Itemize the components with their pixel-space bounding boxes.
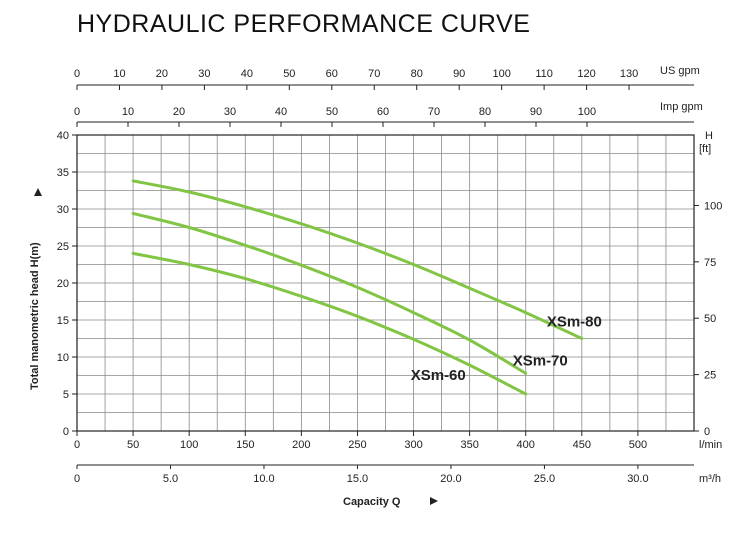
curves: [131, 179, 584, 396]
us-gpm-tick-label: 120: [577, 68, 595, 80]
y-tick-label: 0: [63, 426, 69, 438]
imp-gpm-tick-label: 30: [224, 106, 236, 118]
curve-xsm-60: [131, 251, 528, 396]
y-axis-right-ft: 0 25 50 75 100 H[ft]: [694, 130, 722, 438]
us-gpm-tick-label: 90: [453, 68, 465, 80]
m3h-tick-label: 10.0: [253, 473, 274, 485]
curve-xsm-70: [131, 211, 528, 375]
us-gpm-tick-label: 0: [74, 68, 80, 80]
y-tick-label: 25: [57, 241, 69, 253]
x-axis-m3h: 0 5.0 10.0 15.0 20.0 25.0 30.0 m³/h: [74, 464, 721, 485]
us-gpm-tick-label: 20: [156, 68, 168, 80]
us-gpm-tick-label: 30: [198, 68, 210, 80]
x-tick-label: 250: [348, 439, 366, 451]
imp-gpm-tick-label: 50: [326, 106, 338, 118]
series-label-xsm-60: XSm-60: [411, 367, 466, 384]
imp-gpm-tick-label: 100: [578, 106, 596, 118]
us-gpm-tick-label: 80: [411, 68, 423, 80]
m3h-unit-label: m³/h: [699, 473, 721, 485]
x-tick-label: 100: [180, 439, 198, 451]
y-tick-label: 35: [57, 167, 69, 179]
ft-tick-label: 50: [704, 313, 716, 325]
imp-gpm-tick-label: 80: [479, 106, 491, 118]
imp-gpm-tick-label: 0: [74, 106, 80, 118]
y-tick-label: 5: [63, 389, 69, 401]
y-tick-label: 30: [57, 204, 69, 216]
imp-gpm-tick-label: 60: [377, 106, 389, 118]
series-label-xsm-70: XSm-70: [513, 352, 568, 369]
us-gpm-tick-label: 50: [283, 68, 295, 80]
imp-gpm-tick-label: 10: [122, 106, 134, 118]
x-tick-label: 350: [460, 439, 478, 451]
y-axis-arrow-icon: [34, 188, 42, 196]
y-tick-label: 20: [57, 278, 69, 290]
grid: [77, 135, 694, 431]
x-tick-label: 400: [517, 439, 535, 451]
y-axis-title: Total manometric head H(m): [29, 242, 41, 390]
x-tick-label: 50: [127, 439, 139, 451]
imp-gpm-tick-label: 70: [428, 106, 440, 118]
m3h-tick-label: 5.0: [163, 473, 178, 485]
x-tick-label: 200: [292, 439, 310, 451]
x-axis-lmin: 0 50 100 150 200 250 300 350 400 450 500 l/min: [74, 431, 722, 451]
ft-tick-label: 100: [704, 200, 722, 212]
curve-xsm-80: [131, 179, 584, 340]
imp-gpm-unit-label: Imp gpm: [660, 101, 703, 113]
m3h-tick-label: 20.0: [440, 473, 461, 485]
x-axis-imp-gpm: 0 10 20 30 40 50 60 70 80 90 100 Imp gpm: [74, 101, 703, 127]
m3h-tick-label: 30.0: [627, 473, 648, 485]
us-gpm-tick-label: 110: [535, 68, 553, 80]
x-unit-label: l/min: [699, 439, 722, 451]
x-tick-label: 500: [629, 439, 647, 451]
y-tick-label: 10: [57, 352, 69, 364]
us-gpm-tick-label: 70: [368, 68, 380, 80]
us-gpm-tick-label: 100: [492, 68, 510, 80]
ft-tick-label: 0: [704, 426, 710, 438]
x-axis-title: Capacity Q: [343, 496, 401, 508]
x-axis-arrow-icon: [430, 497, 438, 505]
y-tick-label: 15: [57, 315, 69, 327]
us-gpm-unit-label: US gpm: [660, 65, 700, 77]
imp-gpm-tick-label: 20: [173, 106, 185, 118]
ft-unit-h: H: [705, 130, 713, 142]
us-gpm-tick-label: 10: [113, 68, 125, 80]
y-tick-label: 40: [57, 130, 69, 142]
m3h-tick-label: 25.0: [534, 473, 555, 485]
x-axis-us-gpm: 0 10 20 30 40 50 60 70 80 90 100 110 120 130 US gpm: [74, 65, 700, 90]
series-labels: XSm-80 XSm-70 XSm-60: [411, 314, 602, 385]
ft-tick-label: 75: [704, 257, 716, 269]
series-label-xsm-80: XSm-80: [547, 314, 602, 331]
m3h-tick-label: 15.0: [347, 473, 368, 485]
ft-tick-label: 25: [704, 370, 716, 382]
chart-title: HYDRAULIC PERFORMANCE CURVE: [77, 10, 530, 38]
imp-gpm-tick-label: 40: [275, 106, 287, 118]
x-tick-label: 300: [404, 439, 422, 451]
us-gpm-tick-label: 60: [326, 68, 338, 80]
us-gpm-tick-label: 130: [620, 68, 638, 80]
imp-gpm-tick-label: 90: [530, 106, 542, 118]
x-tick-label: 150: [236, 439, 254, 451]
ft-unit-label: [ft]: [699, 143, 711, 155]
x-tick-label: 0: [74, 439, 80, 451]
x-tick-label: 450: [573, 439, 591, 451]
y-axis-left: 0 5 10 15 20 25 30 35 40: [57, 130, 77, 438]
m3h-tick-label: 0: [74, 473, 80, 485]
us-gpm-tick-label: 40: [241, 68, 253, 80]
